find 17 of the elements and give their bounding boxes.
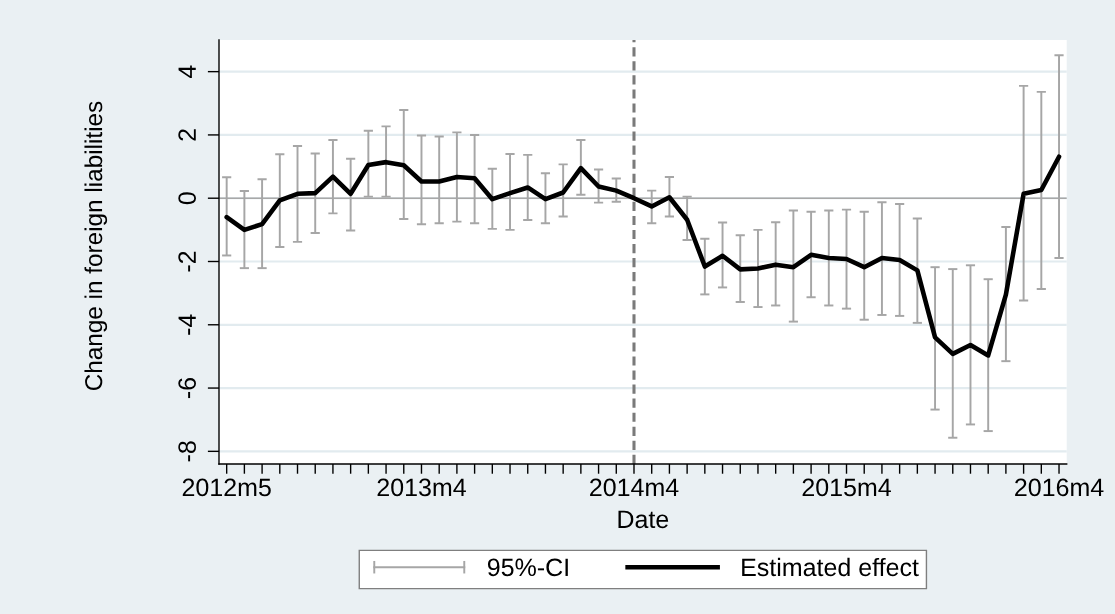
x-tick-label: 2014m4 bbox=[590, 478, 679, 497]
y-tick-label: -4 bbox=[178, 314, 196, 335]
text: 95%-CI bbox=[487, 558, 568, 577]
y-tick-label: 0 bbox=[178, 192, 196, 205]
y-tick-label: 4 bbox=[178, 65, 196, 79]
y-tick-label: -8 bbox=[178, 441, 196, 462]
y-tick-label: -2 bbox=[178, 251, 196, 272]
x-axis-title: Date bbox=[618, 510, 669, 529]
x-tick-label: 2015m4 bbox=[802, 478, 891, 497]
y-tick-label: -6 bbox=[178, 378, 196, 399]
x-tick-label: 2013m4 bbox=[377, 478, 466, 497]
y-axis-title: Change in foreign liabilities bbox=[84, 101, 108, 391]
y-tick-label: 2 bbox=[178, 129, 196, 141]
line-series bbox=[224, 154, 1062, 358]
x-tick-label: 2016m4 bbox=[1015, 478, 1104, 497]
legend-label: Estimated effect bbox=[742, 557, 919, 577]
x-tick-label: 2012m5 bbox=[182, 478, 271, 497]
